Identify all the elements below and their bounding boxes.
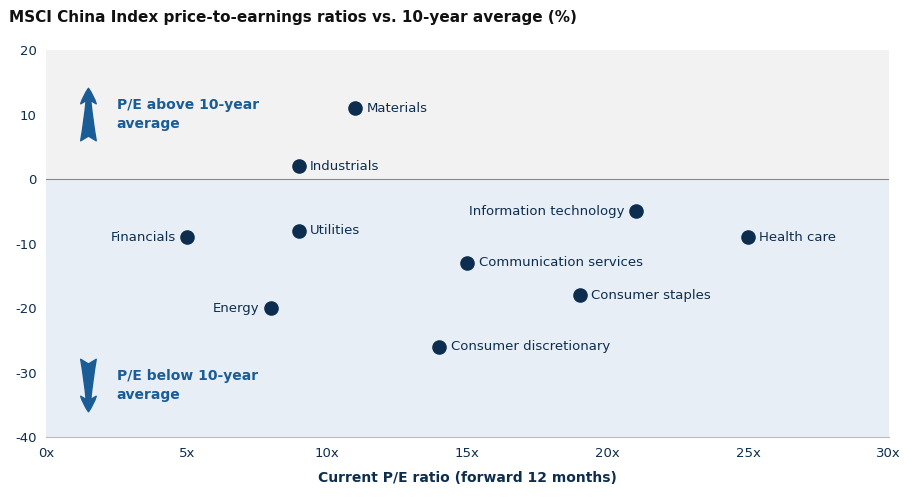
Text: Information technology: Information technology: [469, 205, 625, 218]
Point: [460, 259, 474, 267]
Bar: [47, 50, 889, 179]
Text: Consumer staples: Consumer staples: [591, 288, 711, 302]
Point: [291, 162, 306, 170]
Text: MSCI China Index price-to-earnings ratios vs. 10-year average (%): MSCI China Index price-to-earnings ratio…: [9, 10, 577, 25]
Point: [348, 104, 363, 112]
Text: Materials: Materials: [366, 102, 427, 114]
Text: P/E above 10-year
average: P/E above 10-year average: [116, 98, 258, 130]
Point: [432, 343, 447, 351]
Point: [180, 233, 194, 241]
Point: [628, 208, 643, 216]
Text: Energy: Energy: [213, 302, 260, 314]
Point: [291, 226, 306, 234]
Text: Industrials: Industrials: [311, 160, 379, 172]
Text: Consumer discretionary: Consumer discretionary: [451, 340, 610, 353]
Text: Communication services: Communication services: [478, 256, 643, 270]
Bar: [47, 179, 889, 437]
X-axis label: Current P/E ratio (forward 12 months): Current P/E ratio (forward 12 months): [318, 471, 616, 485]
Point: [741, 233, 756, 241]
Point: [264, 304, 278, 312]
Text: P/E below 10-year
average: P/E below 10-year average: [116, 370, 257, 402]
Text: Utilities: Utilities: [311, 224, 360, 237]
Text: Health care: Health care: [759, 230, 836, 243]
Text: Financials: Financials: [110, 230, 176, 243]
Point: [572, 291, 587, 299]
